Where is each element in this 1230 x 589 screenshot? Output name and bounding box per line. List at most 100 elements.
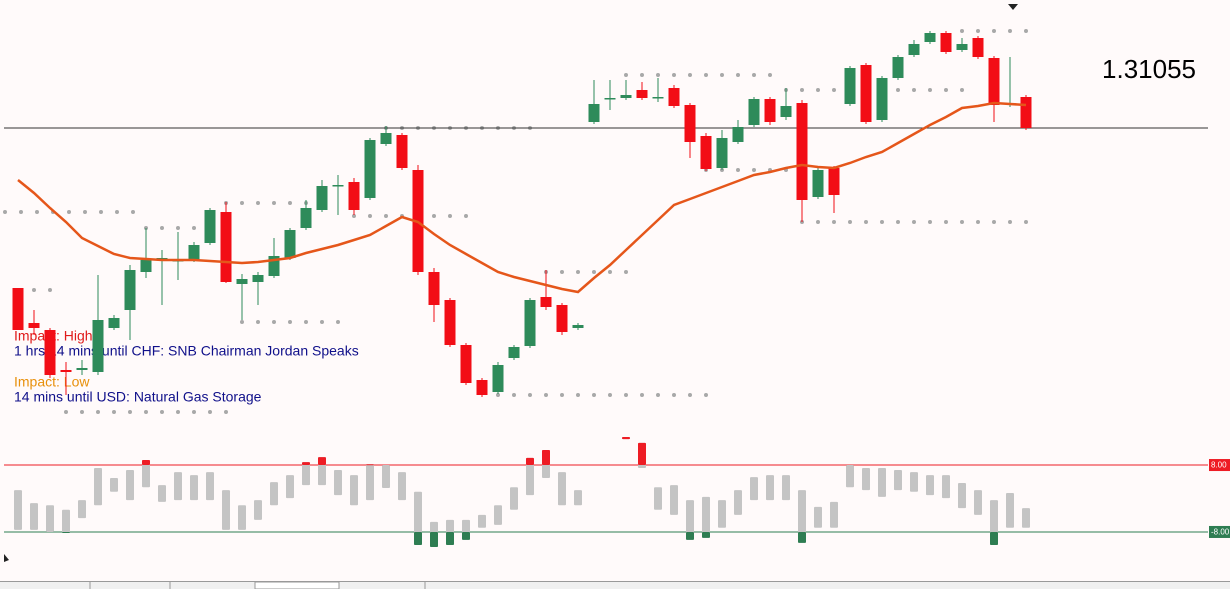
osc-bar bbox=[110, 478, 118, 492]
candle-body bbox=[92, 320, 104, 372]
osc-bar bbox=[286, 475, 294, 499]
candle-body bbox=[460, 345, 472, 383]
candle-body bbox=[508, 347, 520, 358]
candle-body bbox=[1020, 97, 1032, 128]
osc-bar bbox=[702, 496, 710, 538]
osc-bar bbox=[910, 472, 918, 492]
candle-body bbox=[972, 38, 984, 57]
osc-bar-high bbox=[302, 462, 310, 466]
osc-bar bbox=[270, 482, 278, 506]
candle-body bbox=[428, 272, 440, 305]
candle-body bbox=[988, 58, 1000, 105]
osc-bar bbox=[366, 464, 374, 501]
candle-body bbox=[732, 127, 744, 142]
osc-bar bbox=[782, 475, 790, 501]
osc-bar-low bbox=[62, 531, 70, 533]
candle-body bbox=[236, 279, 248, 284]
osc-bar-high bbox=[638, 442, 646, 466]
osc-bar bbox=[862, 467, 870, 491]
candle-body bbox=[444, 300, 456, 345]
osc-bar bbox=[302, 462, 310, 486]
osc-bar bbox=[718, 500, 726, 528]
candle-body bbox=[540, 297, 552, 307]
candle-body bbox=[44, 330, 56, 375]
osc-bar bbox=[46, 505, 54, 532]
level-label: 8.00 bbox=[1211, 461, 1227, 470]
candle-body bbox=[812, 170, 824, 197]
candle-body bbox=[876, 78, 888, 120]
osc-bar bbox=[734, 490, 742, 515]
corner-marker bbox=[4, 554, 9, 562]
osc-bar-high bbox=[318, 457, 326, 466]
osc-bar bbox=[478, 514, 486, 528]
osc-bar bbox=[142, 460, 150, 488]
candle-body bbox=[300, 208, 312, 228]
osc-bar bbox=[814, 506, 822, 528]
price-label: 1.31055 bbox=[1102, 54, 1196, 84]
candle-body bbox=[108, 318, 120, 328]
osc-bar-low bbox=[446, 531, 454, 545]
candle-body bbox=[668, 88, 680, 106]
osc-bar bbox=[830, 501, 838, 528]
candle-body bbox=[940, 33, 952, 52]
candle-body bbox=[956, 44, 968, 50]
osc-bar bbox=[686, 500, 694, 540]
moving-average bbox=[17, 101, 1027, 294]
osc-bar bbox=[750, 477, 758, 501]
candle-body bbox=[60, 370, 72, 372]
osc-bar bbox=[942, 475, 950, 499]
candle-body bbox=[316, 186, 328, 210]
osc-bar bbox=[1022, 508, 1030, 528]
candle-body bbox=[636, 90, 648, 98]
osc-bar-high bbox=[542, 449, 550, 466]
osc-bar-high bbox=[142, 460, 150, 466]
candle-body bbox=[364, 140, 376, 198]
candle-body bbox=[140, 260, 152, 272]
candle-body bbox=[908, 44, 920, 55]
osc-bar bbox=[334, 470, 342, 496]
osc-bar bbox=[926, 475, 934, 496]
osc-bar bbox=[190, 475, 198, 501]
level-label-box bbox=[1209, 459, 1230, 472]
osc-bar bbox=[126, 470, 134, 501]
candle-body bbox=[604, 98, 616, 100]
osc-bar bbox=[958, 483, 966, 509]
candle-body bbox=[684, 105, 696, 142]
candle-body bbox=[348, 182, 360, 210]
osc-bar-low bbox=[702, 531, 710, 538]
osc-bar bbox=[30, 503, 38, 530]
tab[interactable] bbox=[254, 581, 340, 589]
osc-bar-high bbox=[526, 457, 534, 466]
candle-body bbox=[12, 288, 24, 330]
osc-bar bbox=[222, 490, 230, 530]
osc-bar bbox=[574, 490, 582, 506]
candle-body bbox=[748, 99, 760, 125]
osc-bar bbox=[62, 509, 70, 533]
osc-bar bbox=[94, 467, 102, 506]
candle-body bbox=[396, 135, 408, 168]
candle-body bbox=[796, 103, 808, 200]
osc-bar-low bbox=[990, 531, 998, 545]
osc-bar bbox=[558, 472, 566, 506]
candle-body bbox=[76, 368, 88, 370]
candle-body bbox=[844, 68, 856, 104]
osc-bar bbox=[974, 490, 982, 515]
osc-bar bbox=[846, 465, 854, 488]
osc-bar bbox=[798, 490, 806, 543]
osc-bar-low bbox=[462, 531, 470, 540]
osc-bar bbox=[766, 475, 774, 501]
candle-body bbox=[572, 325, 584, 328]
osc-bar-high bbox=[366, 464, 374, 466]
osc-bar bbox=[654, 487, 662, 510]
osc-bar bbox=[174, 472, 182, 501]
level-dots bbox=[3, 29, 1032, 414]
osc-bar bbox=[158, 485, 166, 502]
osc-bar bbox=[238, 505, 246, 530]
candle-body bbox=[700, 136, 712, 169]
osc-bar bbox=[398, 472, 406, 501]
candle-body bbox=[28, 323, 40, 328]
candle-body bbox=[716, 138, 728, 168]
shift-marker bbox=[1008, 4, 1018, 10]
candle-body bbox=[204, 210, 216, 243]
